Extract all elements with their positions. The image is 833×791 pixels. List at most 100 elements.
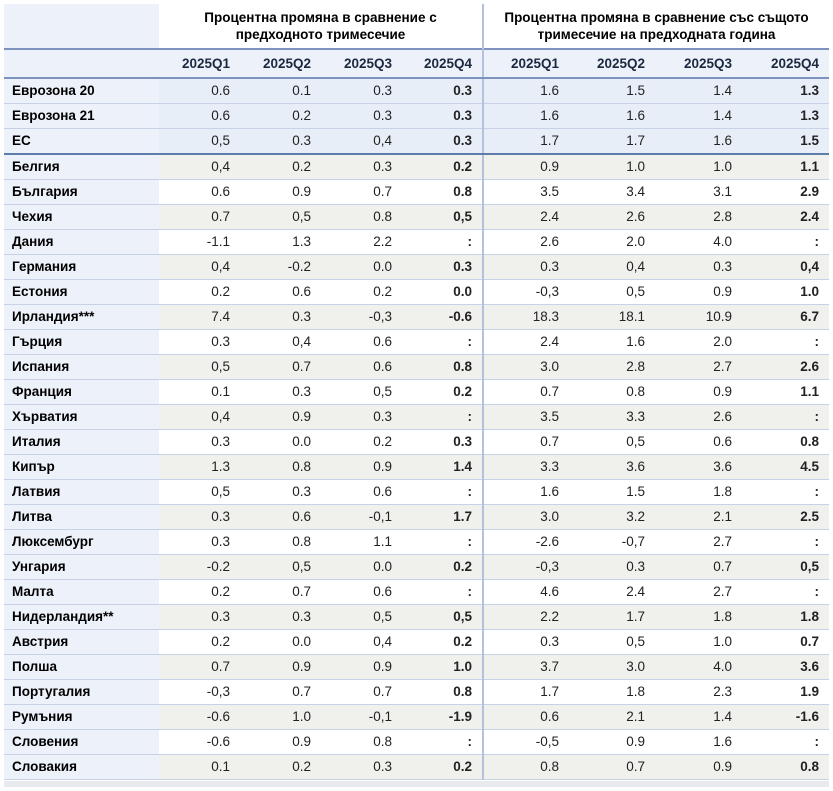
value-cell: 0.3 bbox=[240, 128, 321, 155]
table-row: Малта 0.2 0.7 0.6:4.6 2.4 2.7: bbox=[4, 579, 830, 605]
value-cell: -0,5 bbox=[482, 729, 570, 755]
row-label: България bbox=[4, 179, 159, 205]
value-cell: 0.8 bbox=[402, 179, 484, 205]
value-cell: 0.6 bbox=[240, 504, 321, 530]
table-row: Еврозона 20 0.6 0.1 0.3 0.3 1.6 1.5 1.4 1.3 bbox=[4, 77, 830, 104]
value-cell: 0.9 bbox=[321, 654, 402, 680]
gdp-growth-table: Процентна промяна в сравнение с предходн… bbox=[4, 4, 830, 780]
value-cell: -0,3 bbox=[482, 554, 570, 580]
value-cell: 0.0 bbox=[240, 629, 321, 655]
value-cell: 0.6 bbox=[321, 479, 402, 505]
value-cell: 0.7 bbox=[742, 629, 830, 655]
row-label: Испания bbox=[4, 354, 159, 380]
value-cell: 1.0 bbox=[569, 153, 656, 180]
value-cell: 1.7 bbox=[569, 128, 656, 155]
value-cell: -0.6 bbox=[159, 729, 240, 755]
value-cell: 2.4 bbox=[569, 579, 656, 605]
value-cell: : bbox=[742, 729, 830, 755]
value-cell: 0.3 bbox=[240, 379, 321, 405]
value-cell: 0,5 bbox=[159, 128, 240, 155]
value-cell: 3.0 bbox=[482, 504, 570, 530]
value-cell: 0.3 bbox=[321, 153, 402, 180]
row-label: Италия bbox=[4, 429, 159, 455]
value-cell: 3.3 bbox=[482, 454, 570, 480]
value-cell: 0,5 bbox=[240, 554, 321, 580]
value-cell: 3.0 bbox=[569, 654, 656, 680]
value-cell: 2.4 bbox=[482, 329, 570, 355]
value-cell: 0.2 bbox=[159, 279, 240, 305]
value-cell: 0,4 bbox=[321, 128, 402, 155]
value-cell: 1.6 bbox=[482, 479, 570, 505]
group-header-prev-quarter: Процентна промяна в сравнение с предходн… bbox=[159, 4, 484, 49]
row-label: Чехия bbox=[4, 204, 159, 230]
value-cell: 18.3 bbox=[482, 304, 570, 330]
value-cell: 0.3 bbox=[482, 254, 570, 280]
value-cell: 0.8 bbox=[742, 429, 830, 455]
value-cell: 0,5 bbox=[402, 604, 484, 630]
value-cell: 0.3 bbox=[240, 304, 321, 330]
value-cell: 2.1 bbox=[655, 504, 743, 530]
value-cell: 1.0 bbox=[655, 153, 743, 180]
value-cell: 0.6 bbox=[321, 329, 402, 355]
value-cell: 0.9 bbox=[240, 654, 321, 680]
value-cell: : bbox=[742, 529, 830, 555]
value-cell: 1.6 bbox=[655, 128, 743, 155]
value-cell: 1.0 bbox=[240, 704, 321, 730]
value-cell: 0.3 bbox=[240, 479, 321, 505]
value-cell: 0.9 bbox=[240, 404, 321, 430]
value-cell: 3.5 bbox=[482, 404, 570, 430]
value-cell: 0.3 bbox=[321, 404, 402, 430]
value-cell: 0.6 bbox=[321, 579, 402, 605]
row-label: Германия bbox=[4, 254, 159, 280]
value-cell: 1.7 bbox=[402, 504, 484, 530]
value-cell: 1.9 bbox=[742, 679, 830, 705]
row-label: Литва bbox=[4, 504, 159, 530]
value-cell: 1.0 bbox=[402, 654, 484, 680]
value-cell: 2.7 bbox=[655, 579, 743, 605]
value-cell: 0.8 bbox=[321, 729, 402, 755]
value-cell: 3.4 bbox=[569, 179, 656, 205]
value-cell: 0.6 bbox=[159, 179, 240, 205]
value-cell: : bbox=[742, 579, 830, 605]
value-cell: 0.7 bbox=[482, 379, 570, 405]
value-cell: 0,5 bbox=[321, 379, 402, 405]
row-label: Франция bbox=[4, 379, 159, 405]
value-cell: 0.2 bbox=[402, 153, 484, 180]
value-cell: 0.0 bbox=[240, 429, 321, 455]
row-label: Дания bbox=[4, 229, 159, 255]
row-label: Гърция bbox=[4, 329, 159, 355]
row-label: Ирландия*** bbox=[4, 304, 159, 330]
value-cell: 0,5 bbox=[569, 279, 656, 305]
value-cell: 0.7 bbox=[159, 654, 240, 680]
value-cell: 10.9 bbox=[655, 304, 743, 330]
value-cell: -0,7 bbox=[569, 529, 656, 555]
value-cell: -1.9 bbox=[402, 704, 484, 730]
value-cell: 3.0 bbox=[482, 354, 570, 380]
row-label: Румъния bbox=[4, 704, 159, 730]
table-row: Дания -1.1 1.3 2.2:2.6 2.0 4.0: bbox=[4, 229, 830, 255]
value-cell: 0,4 bbox=[159, 153, 240, 180]
value-cell: 6.7 bbox=[742, 304, 830, 330]
value-cell: 0.3 bbox=[159, 429, 240, 455]
table-row: Франция 0.1 0.3 0,5 0.2 0.7 0.8 0.9 1.1 bbox=[4, 379, 830, 405]
table-row: Полша 0.7 0.9 0.9 1.0 3.7 3.0 4.0 3.6 bbox=[4, 654, 830, 680]
value-cell: 0.2 bbox=[240, 153, 321, 180]
value-cell: 1.5 bbox=[569, 479, 656, 505]
value-cell: 2.1 bbox=[569, 704, 656, 730]
value-cell: 2.6 bbox=[742, 354, 830, 380]
value-cell: 0.8 bbox=[402, 354, 484, 380]
group-header-row: Процентна промяна в сравнение с предходн… bbox=[4, 4, 830, 49]
value-cell: -0.6 bbox=[159, 704, 240, 730]
value-cell: 2.8 bbox=[655, 204, 743, 230]
value-cell: -0.6 bbox=[402, 304, 484, 330]
col-header-yoy-q4: 2025Q4 bbox=[742, 48, 830, 79]
table-row: ЕС 0,5 0.3 0,4 0.3 1.7 1.7 1.6 1.5 bbox=[4, 128, 830, 155]
table-body: Еврозона 20 0.6 0.1 0.3 0.3 1.6 1.5 1.4 1.3 Евроз… bbox=[4, 77, 830, 780]
table-row: Португалия -0,3 0.7 0.7 0.8 1.7 1.8 2.3 1.9 bbox=[4, 679, 830, 705]
table-row: Литва 0.3 0.6 -0,1 1.7 3.0 3.2 2.1 2.5 bbox=[4, 504, 830, 530]
value-cell: 0.2 bbox=[159, 579, 240, 605]
value-cell: -0,3 bbox=[321, 304, 402, 330]
value-cell: 1.8 bbox=[742, 604, 830, 630]
value-cell: 0.2 bbox=[321, 429, 402, 455]
value-cell: : bbox=[742, 329, 830, 355]
